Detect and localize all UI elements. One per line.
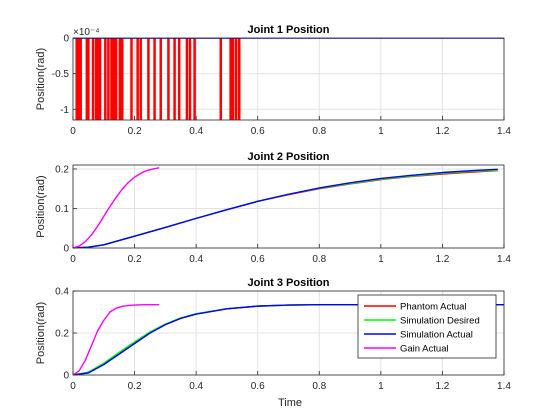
y-tick-label: 0.2 [55,164,69,175]
series-group [73,167,498,248]
y-tick-label: 0.4 [55,287,69,298]
x-tick-label: 0.2 [128,381,142,392]
x-tick-label: 0.6 [251,254,265,265]
legend-entry: Phantom Actual [400,302,467,313]
y-exponent-label: ×10⁻⁴ [73,27,100,38]
x-tick-label: 0.2 [128,254,142,265]
x-tick-label: 0.8 [312,126,326,137]
subplot-joint-2: 0 0.2 0.4 0.6 0.8 1 1.2 1.4 0 0.1 0.2 Joint 2 Posit… [35,151,511,265]
legend-entry: Gain Actual [400,344,449,355]
series-line-gain [73,303,160,375]
legend-entry: Simulation Actual [400,330,473,341]
x-tick-label: 0 [70,126,76,137]
legend: Phantom Actual Simulation Desired Simulati… [357,294,497,359]
axes-box [72,164,505,249]
x-tick-label: 0.4 [189,254,203,265]
y-tick-label: 0.1 [55,204,69,215]
y-tick-label: -1 [60,105,69,116]
plot-area [73,38,504,120]
subplots: 0 0.2 0.4 0.6 0.8 1 1.2 1.4 -1 -0.5 0 Joint 1 Posit… [35,24,511,392]
x-tick-label: 1.4 [497,381,511,392]
y-axis-label: Position(rad) [35,48,47,110]
x-tick-label: 1 [378,126,384,137]
subplot-title: Joint 2 Position [248,151,330,163]
axes-box [72,37,505,121]
axes-box [72,290,505,376]
x-tick-label: 0.4 [189,126,203,137]
x-tick-label: 1.4 [497,254,511,265]
plot-area [73,165,504,248]
x-tick-label: 0.2 [128,126,142,137]
x-tick-label: 0.8 [312,381,326,392]
x-tick-label: 0.8 [312,254,326,265]
legend-entry: Simulation Desired [400,316,480,327]
series-line-sim_actual [73,303,504,375]
x-tick-label: 1.2 [435,254,449,265]
x-tick-label: 1 [378,381,384,392]
y-tick-label: 0 [63,244,69,255]
x-tick-label: 0 [70,254,76,265]
y-tick-label: -0.5 [52,69,70,80]
x-tick-label: 0.6 [251,126,265,137]
subplot-joint-1: 0 0.2 0.4 0.6 0.8 1 1.2 1.4 -1 -0.5 0 Joint 1 Posit… [35,24,511,137]
x-axis-label: Time [278,397,302,409]
subplot-title: Joint 1 Position [248,24,330,36]
y-tick-label: 0.2 [55,329,69,340]
series-line-gain [73,167,160,248]
y-tick-label: 0 [63,371,69,382]
x-tick-label: 0.6 [251,381,265,392]
x-tick-label: 0.4 [189,381,203,392]
series-group [73,303,504,375]
series-line-sim_actual [73,168,498,248]
y-tick-label: 0 [63,34,69,45]
y-axis-label: Position(rad) [35,175,47,237]
x-tick-label: 1.2 [435,126,449,137]
x-tick-label: 1.4 [497,126,511,137]
x-tick-label: 1.2 [435,381,449,392]
subplot-title: Joint 3 Position [248,277,330,289]
x-tick-label: 1 [378,254,384,265]
y-axis-label: Position(rad) [35,302,47,364]
x-tick-label: 0 [70,381,76,392]
